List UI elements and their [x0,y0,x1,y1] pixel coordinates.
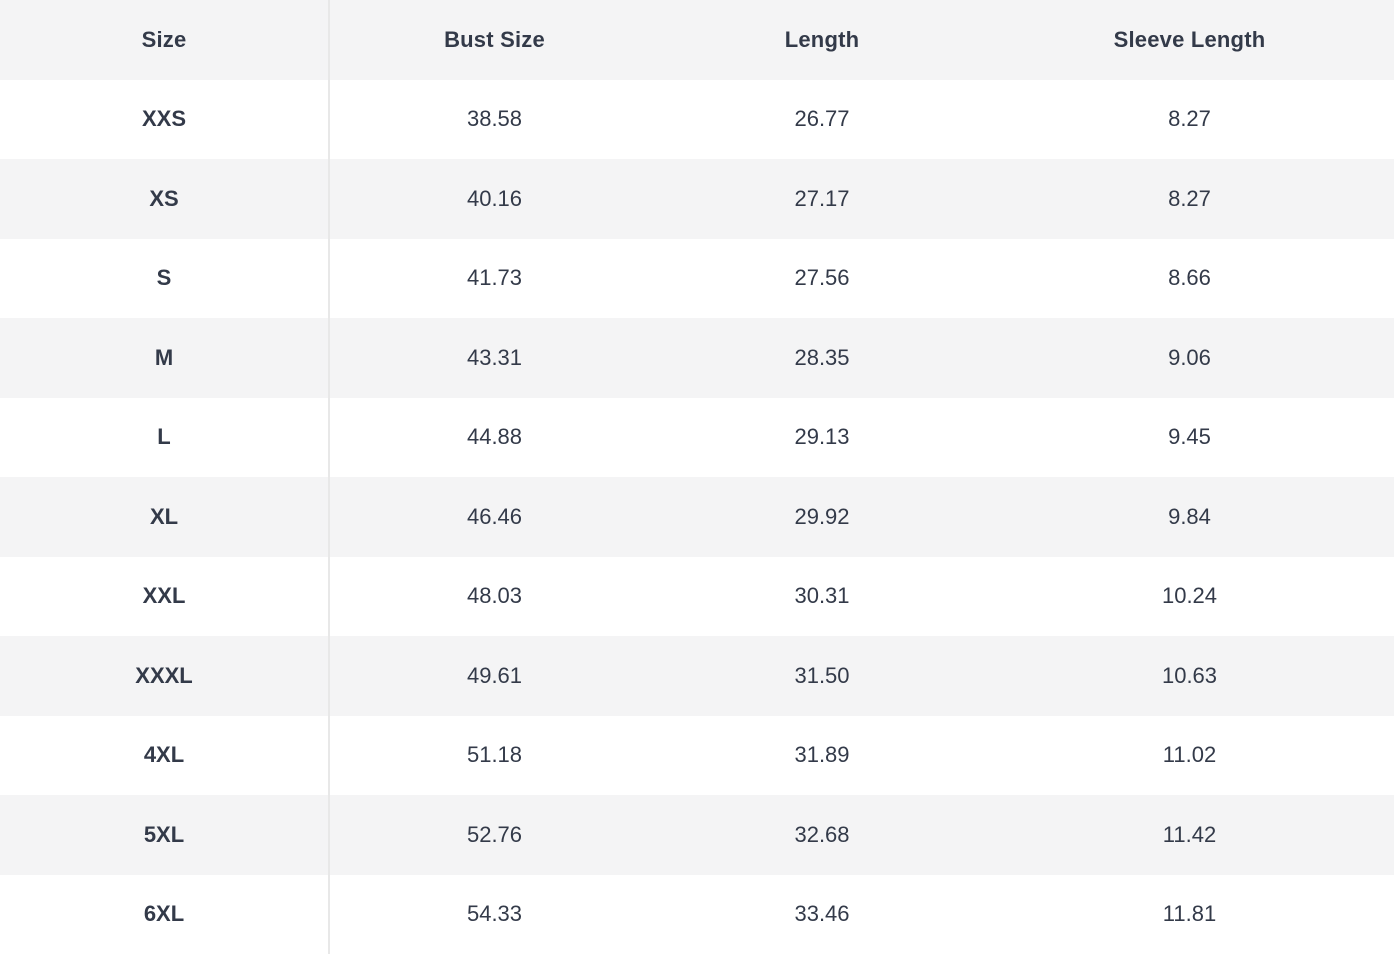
size-cell: XL [0,477,330,557]
length-cell: 29.13 [794,424,850,450]
sleeve-length-cell: 10.24 [1161,583,1218,609]
size-cell: L [0,397,330,477]
length-cell: 26.77 [794,106,850,132]
sleeve-length-cell: 9.84 [1168,503,1211,529]
sleeve-length-cell: 10.63 [1161,662,1218,688]
bust-size-cell: 40.16 [466,185,523,211]
table-row: XXS 38.58 26.77 8.27 [0,79,1394,159]
size-cell: XS [0,159,330,239]
size-cell: 5XL [0,795,330,875]
size-cell: XXL [0,556,330,636]
length-cell: 31.50 [794,662,850,688]
bust-size-cell: 51.18 [466,742,523,768]
table-row: XL 46.46 29.92 9.84 [0,477,1394,557]
table-row: 6XL 54.33 33.46 11.81 [0,874,1394,954]
size-cell: XXS [0,79,330,159]
length-cell: 32.68 [794,821,850,847]
length-cell: 31.89 [794,742,850,768]
size-cell: S [0,238,330,318]
bust-size-cell: 38.58 [466,106,523,132]
sleeve-length-cell: 9.45 [1168,424,1211,450]
length-cell: 27.56 [794,265,850,291]
size-cell: M [0,318,330,398]
size-chart-body: XXS 38.58 26.77 8.27 XS 40.16 27.17 8.27… [0,79,1394,954]
table-row: XS 40.16 27.17 8.27 [0,159,1394,239]
bust-size-cell: 52.76 [466,821,523,847]
length-cell: 27.17 [794,185,850,211]
bust-size-cell: 44.88 [466,424,523,450]
sleeve-length-cell: 11.02 [1162,742,1217,768]
bust-size-cell: 54.33 [466,901,523,927]
column-header-bust: Bust Size [444,26,545,52]
sleeve-length-cell: 11.81 [1162,901,1217,927]
table-row: XXL 48.03 30.31 10.24 [0,556,1394,636]
column-header-length: Length [784,26,860,52]
table-row: 5XL 52.76 32.68 11.42 [0,795,1394,875]
length-cell: 29.92 [794,503,850,529]
length-cell: 30.31 [794,583,850,609]
bust-size-cell: 41.73 [466,265,523,291]
sleeve-length-cell: 9.06 [1168,344,1211,370]
bust-size-cell: 46.46 [466,503,523,529]
size-cell: 6XL [0,874,330,954]
table-row: M 43.31 28.35 9.06 [0,318,1394,398]
table-row: 4XL 51.18 31.89 11.02 [0,715,1394,795]
table-row: L 44.88 29.13 9.45 [0,397,1394,477]
length-cell: 33.46 [794,901,850,927]
sleeve-length-cell: 8.27 [1168,185,1211,211]
sleeve-length-cell: 8.27 [1168,106,1211,132]
table-row: XXXL 49.61 31.50 10.63 [0,636,1394,716]
sleeve-length-cell: 11.42 [1162,821,1217,847]
bust-size-cell: 49.61 [466,662,523,688]
table-row: S 41.73 27.56 8.66 [0,238,1394,318]
sleeve-length-cell: 8.66 [1168,265,1211,291]
size-cell: XXXL [0,636,330,716]
column-header-size: Size [0,0,330,80]
bust-size-cell: 43.31 [466,344,523,370]
bust-size-cell: 48.03 [466,583,523,609]
length-cell: 28.35 [794,344,850,370]
size-cell: 4XL [0,715,330,795]
header-row: Size Bust Size Length Sleeve Length [0,0,1394,80]
column-header-sleeve: Sleeve Length [1113,26,1266,52]
